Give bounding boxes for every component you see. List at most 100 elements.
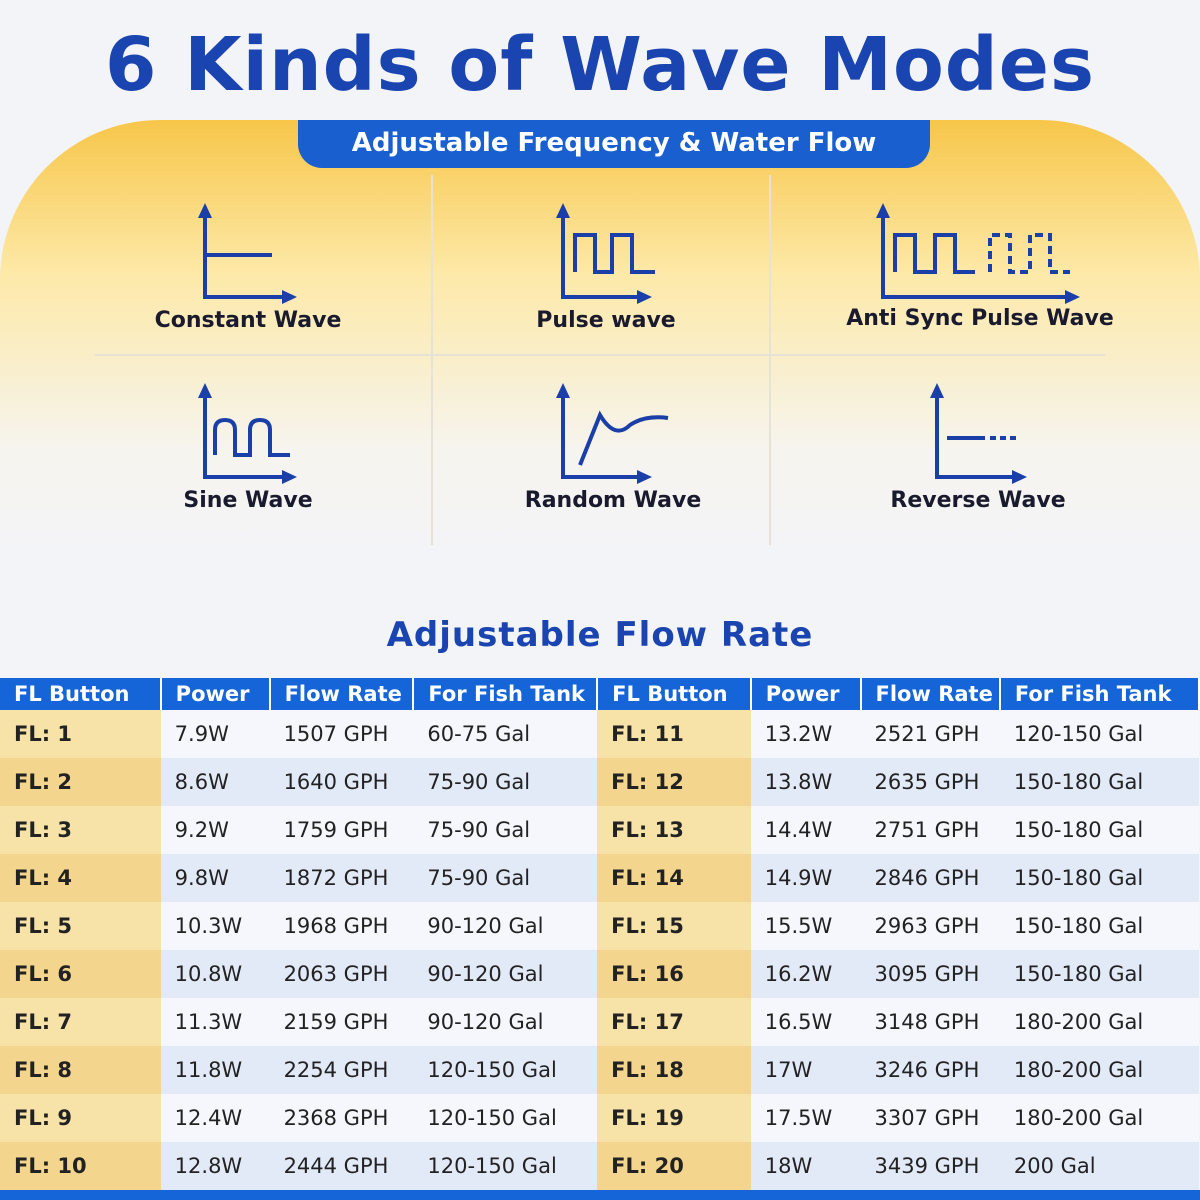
table-cell: 15.5W	[750, 902, 861, 950]
table-cell: 2368 GPH	[269, 1094, 414, 1142]
table-cell: 3307 GPH	[860, 1094, 1000, 1142]
table-cell: 16.5W	[750, 998, 861, 1046]
header-row: FL Button Power Flow Rate For Fish Tank FL B…	[0, 678, 1200, 710]
table-cell: 17.5W	[750, 1094, 861, 1142]
flow-table: FL Button Power Flow Rate For Fish Tank FL B…	[0, 678, 1200, 1190]
header-cell: For Fish Tank	[413, 678, 599, 710]
header-cell: For Fish Tank	[999, 678, 1200, 710]
wave-label: Random Wave	[524, 488, 702, 513]
header-cell: Flow Rate	[269, 678, 415, 710]
table-cell: 120-150 Gal	[413, 1046, 598, 1094]
table-cell: 9.8W	[160, 854, 270, 902]
table-cell: 1759 GPH	[269, 806, 414, 854]
table-cell: 3148 GPH	[860, 998, 1000, 1046]
table-cell: 60-75 Gal	[413, 710, 598, 758]
table-row: FL: 3 9.2W 1759 GPH 75-90 Gal FL: 13 14.4W 275…	[0, 806, 1199, 854]
table-cell: 120-150 Gal	[413, 1142, 598, 1190]
wave-label: Anti Sync Pulse Wave	[846, 306, 1114, 331]
table-cell: 13.2W	[750, 710, 861, 758]
table-cell: 90-120 Gal	[413, 950, 598, 998]
table-cell: 2521 GPH	[860, 710, 1000, 758]
table-cell: FL: 4	[0, 854, 161, 902]
table-cell: 75-90 Gal	[413, 806, 598, 854]
table-cell: 120-150 Gal	[413, 1094, 598, 1142]
table-cell: 120-150 Gal	[999, 710, 1199, 758]
table-cell: FL: 17	[597, 998, 751, 1046]
table-cell: 17W	[750, 1046, 861, 1094]
table-cell: 8.6W	[160, 758, 270, 806]
table-cell: 150-180 Gal	[999, 758, 1199, 806]
table-cell: FL: 13	[597, 806, 751, 854]
table-cell: 2159 GPH	[269, 998, 414, 1046]
table-cell: FL: 7	[0, 998, 161, 1046]
table-cell: 2963 GPH	[860, 902, 1000, 950]
table-cell: 180-200 Gal	[999, 1094, 1199, 1142]
wave-label: Constant Wave	[154, 308, 342, 333]
table-row: FL: 10 12.8W 2444 GPH 120-150 Gal FL: 20 18W 3…	[0, 1142, 1199, 1190]
table-cell: 9.2W	[160, 806, 270, 854]
table-cell: 2751 GPH	[860, 806, 1000, 854]
table-cell: 13.8W	[750, 758, 861, 806]
title: 6 Kinds of Wave Modes	[104, 22, 1095, 108]
wave-icons	[95, 175, 1105, 545]
table-cell: FL: 15	[597, 902, 751, 950]
table-cell: 180-200 Gal	[999, 1046, 1199, 1094]
table-cell: FL: 2	[0, 758, 161, 806]
table-cell: 14.9W	[750, 854, 861, 902]
table-cell: 3439 GPH	[860, 1142, 1000, 1190]
table-cell: 16.2W	[750, 950, 861, 998]
table-row: FL: 7 11.3W 2159 GPH 90-120 Gal FL: 17 16.5W 3…	[0, 998, 1199, 1046]
table-cell: FL: 14	[597, 854, 751, 902]
table-cell: FL: 11	[597, 710, 751, 758]
header-cell: Power	[160, 678, 271, 710]
table-cell: FL: 16	[597, 950, 751, 998]
table-row: FL: 2 8.6W 1640 GPH 75-90 Gal FL: 12 13.8W 263…	[0, 758, 1199, 806]
table-cell: 2254 GPH	[269, 1046, 414, 1094]
table-cell: 10.3W	[160, 902, 270, 950]
table-cell: 150-180 Gal	[999, 950, 1199, 998]
header-cell: Flow Rate	[860, 678, 1001, 710]
table-cell: 2846 GPH	[860, 854, 1000, 902]
table-row: FL: 1 7.9W 1507 GPH 60-75 Gal FL: 11 13.2W 252…	[0, 710, 1199, 758]
table-cell: 3095 GPH	[860, 950, 1000, 998]
table-cell: FL: 6	[0, 950, 161, 998]
wave-label: Sine Wave	[183, 488, 313, 513]
table-cell: FL: 8	[0, 1046, 161, 1094]
table-cell: 12.4W	[160, 1094, 270, 1142]
table-cell: 11.8W	[160, 1046, 270, 1094]
table-row: FL: 6 10.8W 2063 GPH 90-120 Gal FL: 16 16.2W 3…	[0, 950, 1199, 998]
table-cell: 1872 GPH	[269, 854, 414, 902]
table-cell: FL: 3	[0, 806, 161, 854]
table-cell: 180-200 Gal	[999, 998, 1199, 1046]
table-cell: 2635 GPH	[860, 758, 1000, 806]
table-row: FL: 4 9.8W 1872 GPH 75-90 Gal FL: 14 14.9W 284…	[0, 854, 1199, 902]
subtitle-banner: Adjustable Frequency & Water Flow	[298, 120, 930, 168]
table-cell: 7.9W	[160, 710, 270, 758]
table-cell: 11.3W	[160, 998, 270, 1046]
table-row: FL: 5 10.3W 1968 GPH 90-120 Gal FL: 15 15.5W 2…	[0, 902, 1199, 950]
footer-bar	[0, 1190, 1200, 1200]
section-title: Adjustable Flow Rate	[386, 615, 814, 655]
wave-label: Pulse wave	[536, 308, 676, 333]
table-cell: FL: 1	[0, 710, 161, 758]
table-cell: 200 Gal	[999, 1142, 1199, 1190]
header-cell: FL Button	[597, 678, 752, 710]
table-cell: FL: 10	[0, 1142, 161, 1190]
table-cell: 3246 GPH	[860, 1046, 1000, 1094]
table-cell: 150-180 Gal	[999, 854, 1199, 902]
wave-label: Reverse Wave	[890, 488, 1066, 513]
table-row: FL: 8 11.8W 2254 GPH 120-150 Gal FL: 18 17W 32…	[0, 1046, 1199, 1094]
table-cell: 12.8W	[160, 1142, 270, 1190]
table-row: FL: 9 12.4W 2368 GPH 120-150 Gal FL: 19 17.5W…	[0, 1094, 1199, 1142]
table-cell: 14.4W	[750, 806, 861, 854]
background-arch	[0, 120, 1200, 560]
table-cell: 1640 GPH	[269, 758, 414, 806]
table-cell: 2444 GPH	[269, 1142, 414, 1190]
table-cell: 1968 GPH	[269, 902, 414, 950]
table-cell: FL: 20	[597, 1142, 751, 1190]
table-cell: 18W	[750, 1142, 861, 1190]
table-cell: 75-90 Gal	[413, 854, 598, 902]
table-cell: 90-120 Gal	[413, 998, 598, 1046]
table-cell: FL: 9	[0, 1094, 161, 1142]
